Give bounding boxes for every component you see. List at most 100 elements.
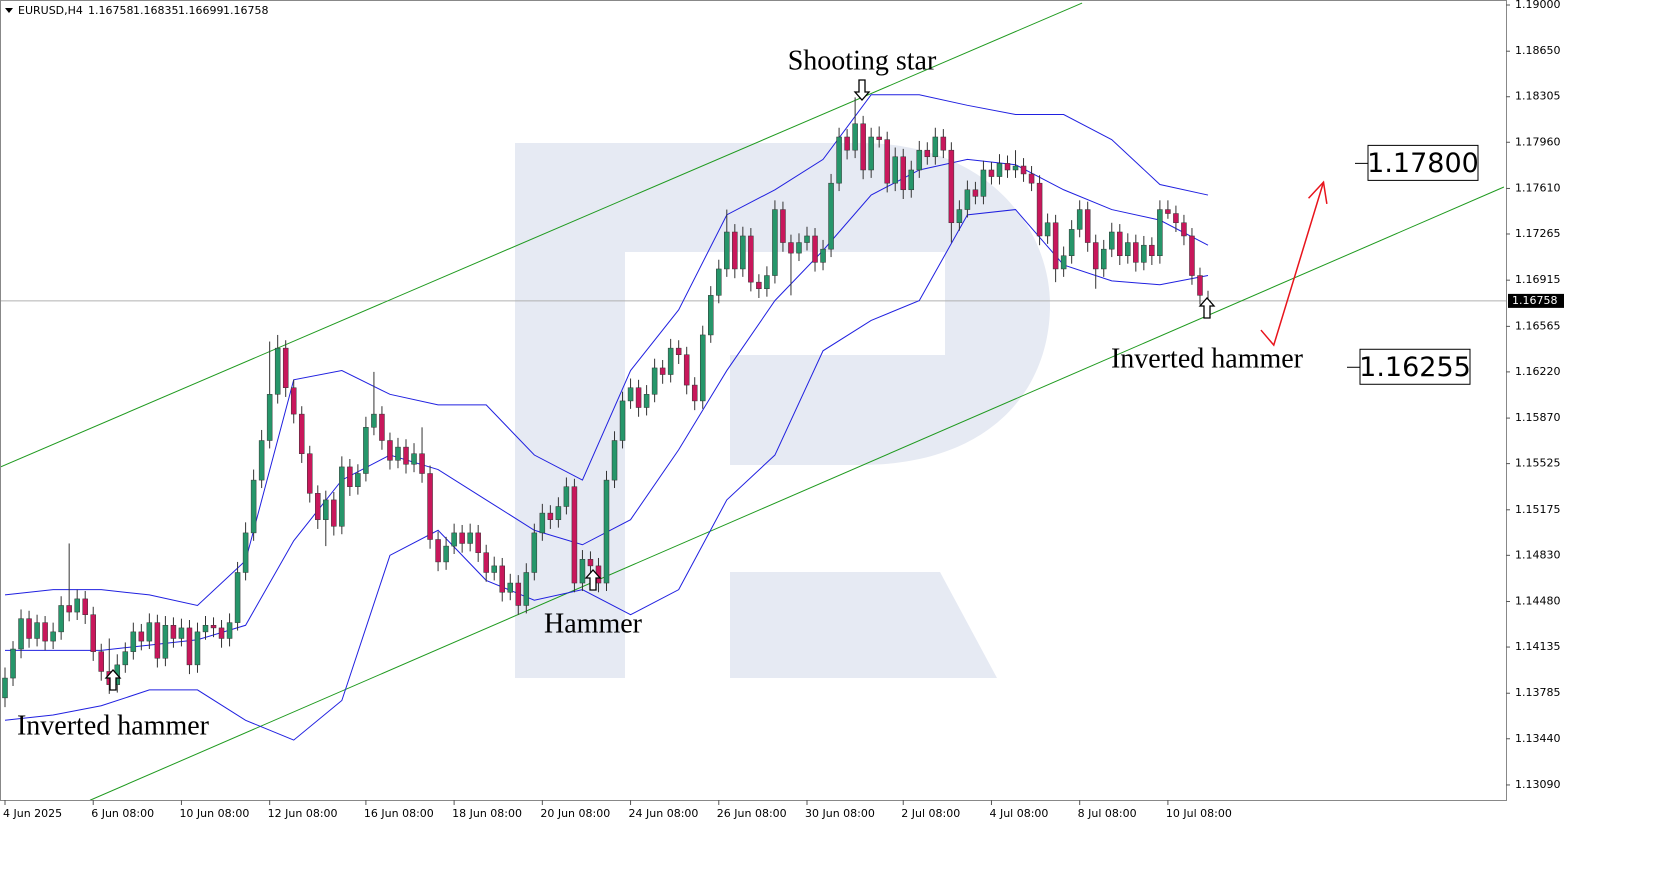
candle-body (788, 242, 794, 254)
candle-body (1149, 244, 1155, 257)
current-price-label: 1.16758 (1512, 294, 1558, 307)
candle-body (916, 149, 923, 171)
pattern-arrow (1198, 297, 1216, 319)
candle-body (371, 413, 377, 428)
header-low: 1.16699 (178, 4, 224, 17)
pattern-annotation: Shooting star (788, 45, 937, 76)
x-tick-label: 10 Jul 08:00 (1166, 807, 1232, 820)
candle-body (250, 479, 257, 534)
channel-line (89, 186, 1505, 800)
x-tick-label: 24 Jun 08:00 (629, 807, 699, 820)
candle-body (387, 440, 393, 461)
candle-body (932, 136, 939, 158)
candle-body (282, 347, 289, 388)
y-tick-label: 1.18650 (1515, 44, 1561, 57)
candle-body (202, 625, 209, 633)
candle-body (876, 136, 882, 140)
candle-body (146, 622, 153, 642)
candle-body (10, 648, 16, 679)
candle-body (323, 499, 329, 520)
y-tick-label: 1.16220 (1515, 365, 1561, 378)
pattern-arrow (584, 569, 602, 591)
pattern-annotation: Inverted hammer (17, 710, 210, 741)
candle-body (355, 473, 361, 487)
candle-body (764, 275, 770, 289)
bollinger-lower (4, 209, 1209, 741)
candle-body (50, 631, 56, 642)
candle-body (419, 453, 425, 474)
candle-body (1181, 222, 1187, 237)
y-tick-label: 1.14480 (1515, 595, 1561, 608)
candle-body (154, 622, 161, 659)
candle-body (1004, 163, 1011, 171)
pattern-annotation: Hammer (544, 608, 643, 639)
pattern-arrow (853, 79, 871, 101)
x-tick-label: 12 Jun 08:00 (268, 807, 338, 820)
y-tick-label: 1.17265 (1515, 227, 1561, 240)
candle-body (186, 627, 193, 666)
candle-body (996, 163, 1003, 177)
candle-body (956, 209, 963, 224)
candle-body (467, 532, 473, 544)
candle-body (307, 453, 313, 494)
candle-body (972, 189, 979, 197)
candle-body (635, 387, 642, 408)
y-tick-label: 1.13440 (1515, 732, 1561, 745)
candle-body (74, 598, 80, 613)
candle-body (587, 559, 594, 567)
candle-body (491, 565, 497, 573)
pattern-arrow (104, 669, 122, 691)
candle-body (475, 532, 481, 553)
candle-body (507, 582, 514, 593)
candle-body (683, 354, 690, 386)
candle-body (1076, 209, 1083, 230)
candle-body (1068, 229, 1075, 257)
candle-body (331, 499, 337, 527)
candle-body (379, 413, 385, 441)
candle-body (988, 169, 995, 177)
candle-body (691, 384, 698, 402)
watermark (515, 143, 1050, 678)
candle-body (1109, 231, 1115, 250)
candle-body (980, 169, 987, 197)
chart-title: EURUSD,H4 (18, 4, 83, 17)
candle-body (740, 235, 746, 270)
forecast-path (1260, 181, 1325, 347)
y-tick-label: 1.13785 (1515, 686, 1561, 699)
pattern-annotation: Inverted hammer (1111, 343, 1304, 374)
candle-body (611, 440, 618, 481)
candle-body (130, 631, 137, 652)
current-price-box (1508, 293, 1564, 308)
x-tick-label: 16 Jun 08:00 (364, 807, 434, 820)
candle-body (2, 677, 8, 699)
candle-body (242, 532, 249, 573)
candle-body (443, 545, 449, 563)
candle-body (435, 539, 441, 563)
candle-body (1060, 255, 1067, 270)
y-tick-label: 1.15525 (1515, 457, 1561, 470)
header-high: 1.16835 (133, 4, 179, 17)
candle-body (274, 347, 281, 395)
candle-body (483, 552, 489, 573)
forecast-arrowhead (1308, 180, 1328, 204)
candle-body (571, 486, 578, 584)
menu-triangle (5, 8, 13, 13)
candle-body (900, 156, 906, 191)
x-tick-label: 26 Jun 08:00 (717, 807, 787, 820)
candle-body (403, 446, 409, 465)
x-tick-label: 18 Jun 08:00 (452, 807, 522, 820)
candle-body (828, 182, 834, 250)
candle-body (724, 231, 730, 270)
candle-body (178, 627, 185, 639)
candle-body (563, 486, 570, 507)
candle-body (619, 400, 626, 441)
candle-body (58, 605, 64, 633)
candle-body (667, 347, 674, 375)
candle-body (547, 512, 554, 520)
candle-body (659, 367, 666, 375)
plot-area (0, 2, 1506, 800)
candle-body (924, 149, 931, 158)
candle-body (675, 347, 682, 355)
header-open: 1.16758 (88, 4, 134, 17)
candle-body (1052, 222, 1059, 270)
